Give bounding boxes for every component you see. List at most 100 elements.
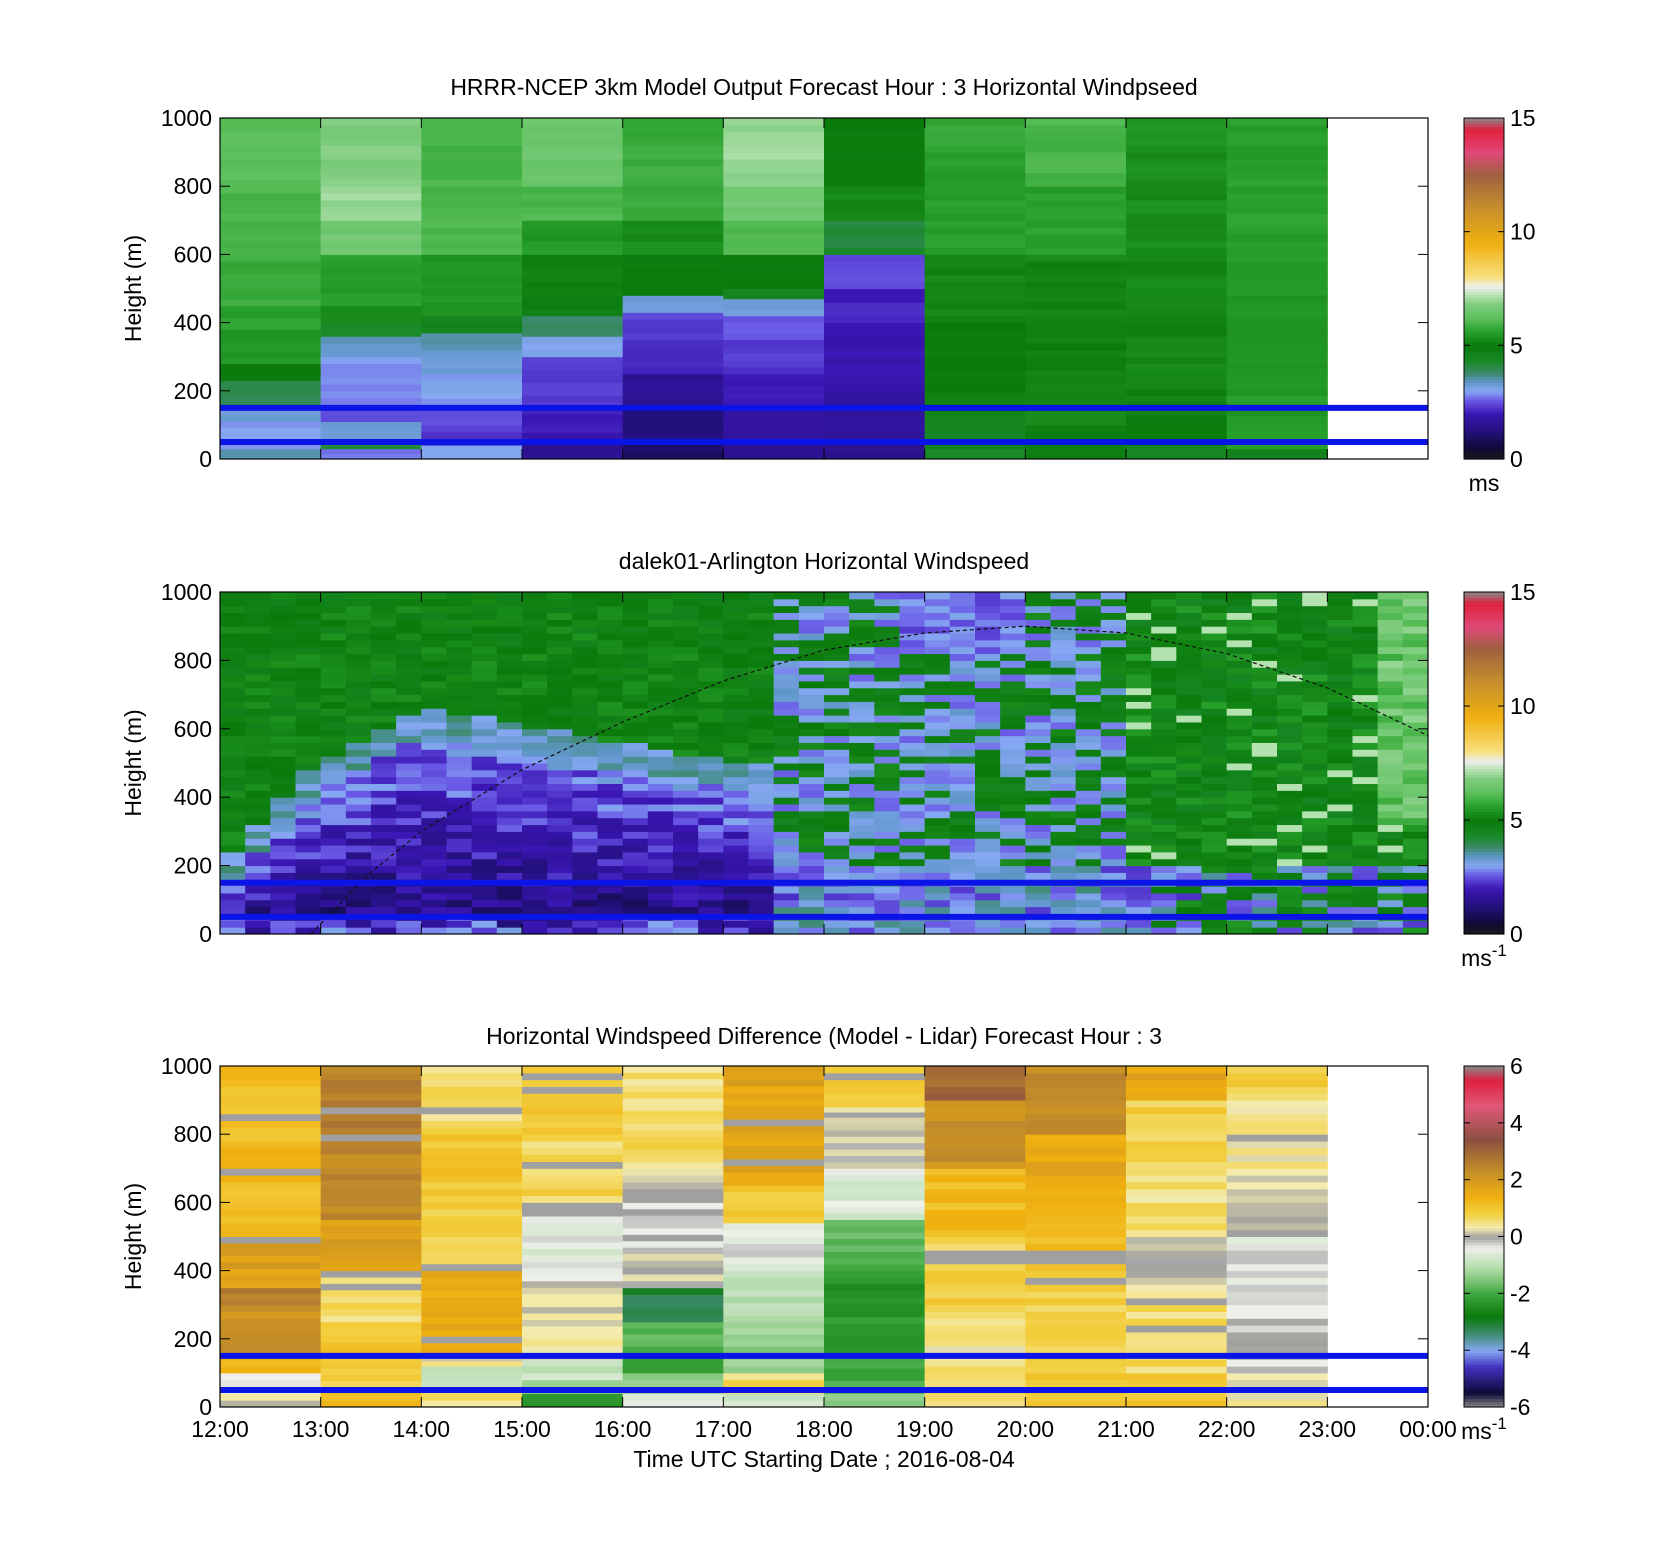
heatmap-cell	[874, 817, 900, 826]
heatmap-cell	[220, 357, 322, 365]
heatmap-cell	[849, 886, 875, 894]
heatmap-cell	[421, 1147, 523, 1156]
colorbar-segment	[1464, 1353, 1504, 1357]
heatmap-cell	[1226, 769, 1253, 778]
heatmap-cell	[371, 598, 397, 607]
heatmap-cell	[345, 598, 372, 607]
heatmap-cell	[295, 797, 322, 805]
heatmap-cell	[396, 804, 422, 812]
heatmap-cell	[295, 824, 322, 832]
heatmap-cell	[673, 667, 699, 675]
colorbar-segment	[1464, 1327, 1504, 1331]
heatmap-cell	[673, 927, 699, 935]
colorbar-segment	[1464, 637, 1504, 642]
heatmap-cell	[975, 674, 1001, 682]
heatmap-cell	[522, 1134, 624, 1142]
heatmap-cell	[1100, 735, 1127, 743]
colorbar-segment	[1464, 1370, 1504, 1374]
heatmap-cell	[622, 131, 724, 139]
heatmap-cell	[522, 336, 624, 344]
heatmap-cell	[1100, 715, 1127, 723]
heatmap-cell	[622, 1287, 724, 1295]
heatmap-cell	[220, 394, 322, 402]
heatmap-cell	[1126, 356, 1228, 364]
heatmap-cell	[1327, 605, 1353, 614]
heatmap-cell	[320, 220, 422, 228]
heatmap-cell	[899, 592, 926, 600]
heatmap-cell	[1176, 749, 1202, 757]
heatmap-cell	[1100, 721, 1127, 730]
heatmap-cell	[471, 790, 498, 798]
heatmap-cell	[421, 1263, 523, 1272]
heatmap-cell	[949, 687, 976, 696]
heatmap-cell	[1176, 790, 1202, 798]
colorbar-segment	[1464, 600, 1504, 604]
heatmap-cell	[270, 626, 296, 634]
heatmap-cell	[396, 715, 422, 723]
heatmap-cell	[471, 769, 498, 778]
colorbar-segment	[1464, 660, 1504, 664]
heatmap-cell	[446, 749, 473, 757]
heatmap-cell	[1000, 927, 1026, 935]
heatmap-cell	[547, 735, 573, 743]
heatmap-cell	[647, 660, 674, 668]
heatmap-cell	[924, 1079, 1026, 1087]
heatmap-cell	[924, 431, 1026, 438]
heatmap-cell	[547, 824, 573, 832]
heatmap-cell	[647, 735, 674, 743]
heatmap-cell	[1226, 281, 1328, 289]
heatmap-cell	[924, 370, 1026, 378]
heatmap-cell	[396, 831, 422, 839]
heatmap-cell	[1176, 851, 1202, 860]
colorbar-segment	[1464, 654, 1504, 659]
colorbar-segment	[1464, 894, 1504, 898]
heatmap-cell	[647, 763, 674, 771]
heatmap-cell	[1302, 920, 1328, 928]
heatmap-cell	[723, 1112, 825, 1120]
heatmap-cell	[1377, 592, 1404, 600]
colorbar-segment	[1464, 197, 1504, 202]
heatmap-cell	[320, 872, 347, 880]
heatmap-cell	[698, 858, 724, 867]
heatmap-cell	[1327, 742, 1353, 750]
heatmap-cell	[220, 769, 246, 778]
colorbar-segment	[1464, 1173, 1504, 1178]
heatmap-cell	[220, 1274, 322, 1282]
heatmap-cell	[824, 626, 850, 634]
heatmap-cell	[924, 1284, 1026, 1292]
colorbar-segment	[1464, 817, 1504, 821]
heatmap-cell	[1126, 315, 1228, 324]
heatmap-cell	[622, 899, 649, 908]
heatmap-cell	[849, 646, 875, 655]
heatmap-cell	[824, 1174, 926, 1182]
heatmap-cell	[496, 708, 523, 716]
heatmap-cell	[597, 831, 624, 839]
heatmap-cell	[1100, 797, 1127, 805]
heatmap-cell	[1025, 1188, 1127, 1197]
heatmap-cell	[798, 851, 825, 860]
heatmap-cell	[1176, 892, 1202, 901]
heatmap-cell	[975, 598, 1001, 607]
heatmap-cell	[220, 1093, 322, 1101]
heatmap-cell	[924, 377, 1026, 385]
heatmap-cell	[924, 1393, 1026, 1401]
heatmap-cell	[245, 831, 271, 839]
heatmap-cell	[622, 626, 649, 634]
y-axis-label: Height (m)	[120, 1183, 146, 1290]
heatmap-cell	[421, 1161, 523, 1169]
heatmap-cell	[1352, 619, 1379, 627]
heatmap-cell	[824, 213, 926, 221]
colorbar-segment	[1464, 822, 1504, 827]
heatmap-cell	[773, 783, 800, 791]
heatmap-cell	[874, 824, 900, 832]
heatmap-cell	[824, 756, 850, 764]
heatmap-cell	[1226, 428, 1328, 436]
heatmap-cell	[1251, 728, 1278, 737]
colorbar-segment	[1464, 925, 1504, 929]
colorbar-segment	[1464, 333, 1504, 338]
heatmap-cell	[1126, 1372, 1228, 1381]
colorbar-segment	[1464, 223, 1504, 227]
heatmap-cell	[673, 797, 699, 805]
heatmap-cell	[1402, 824, 1429, 832]
